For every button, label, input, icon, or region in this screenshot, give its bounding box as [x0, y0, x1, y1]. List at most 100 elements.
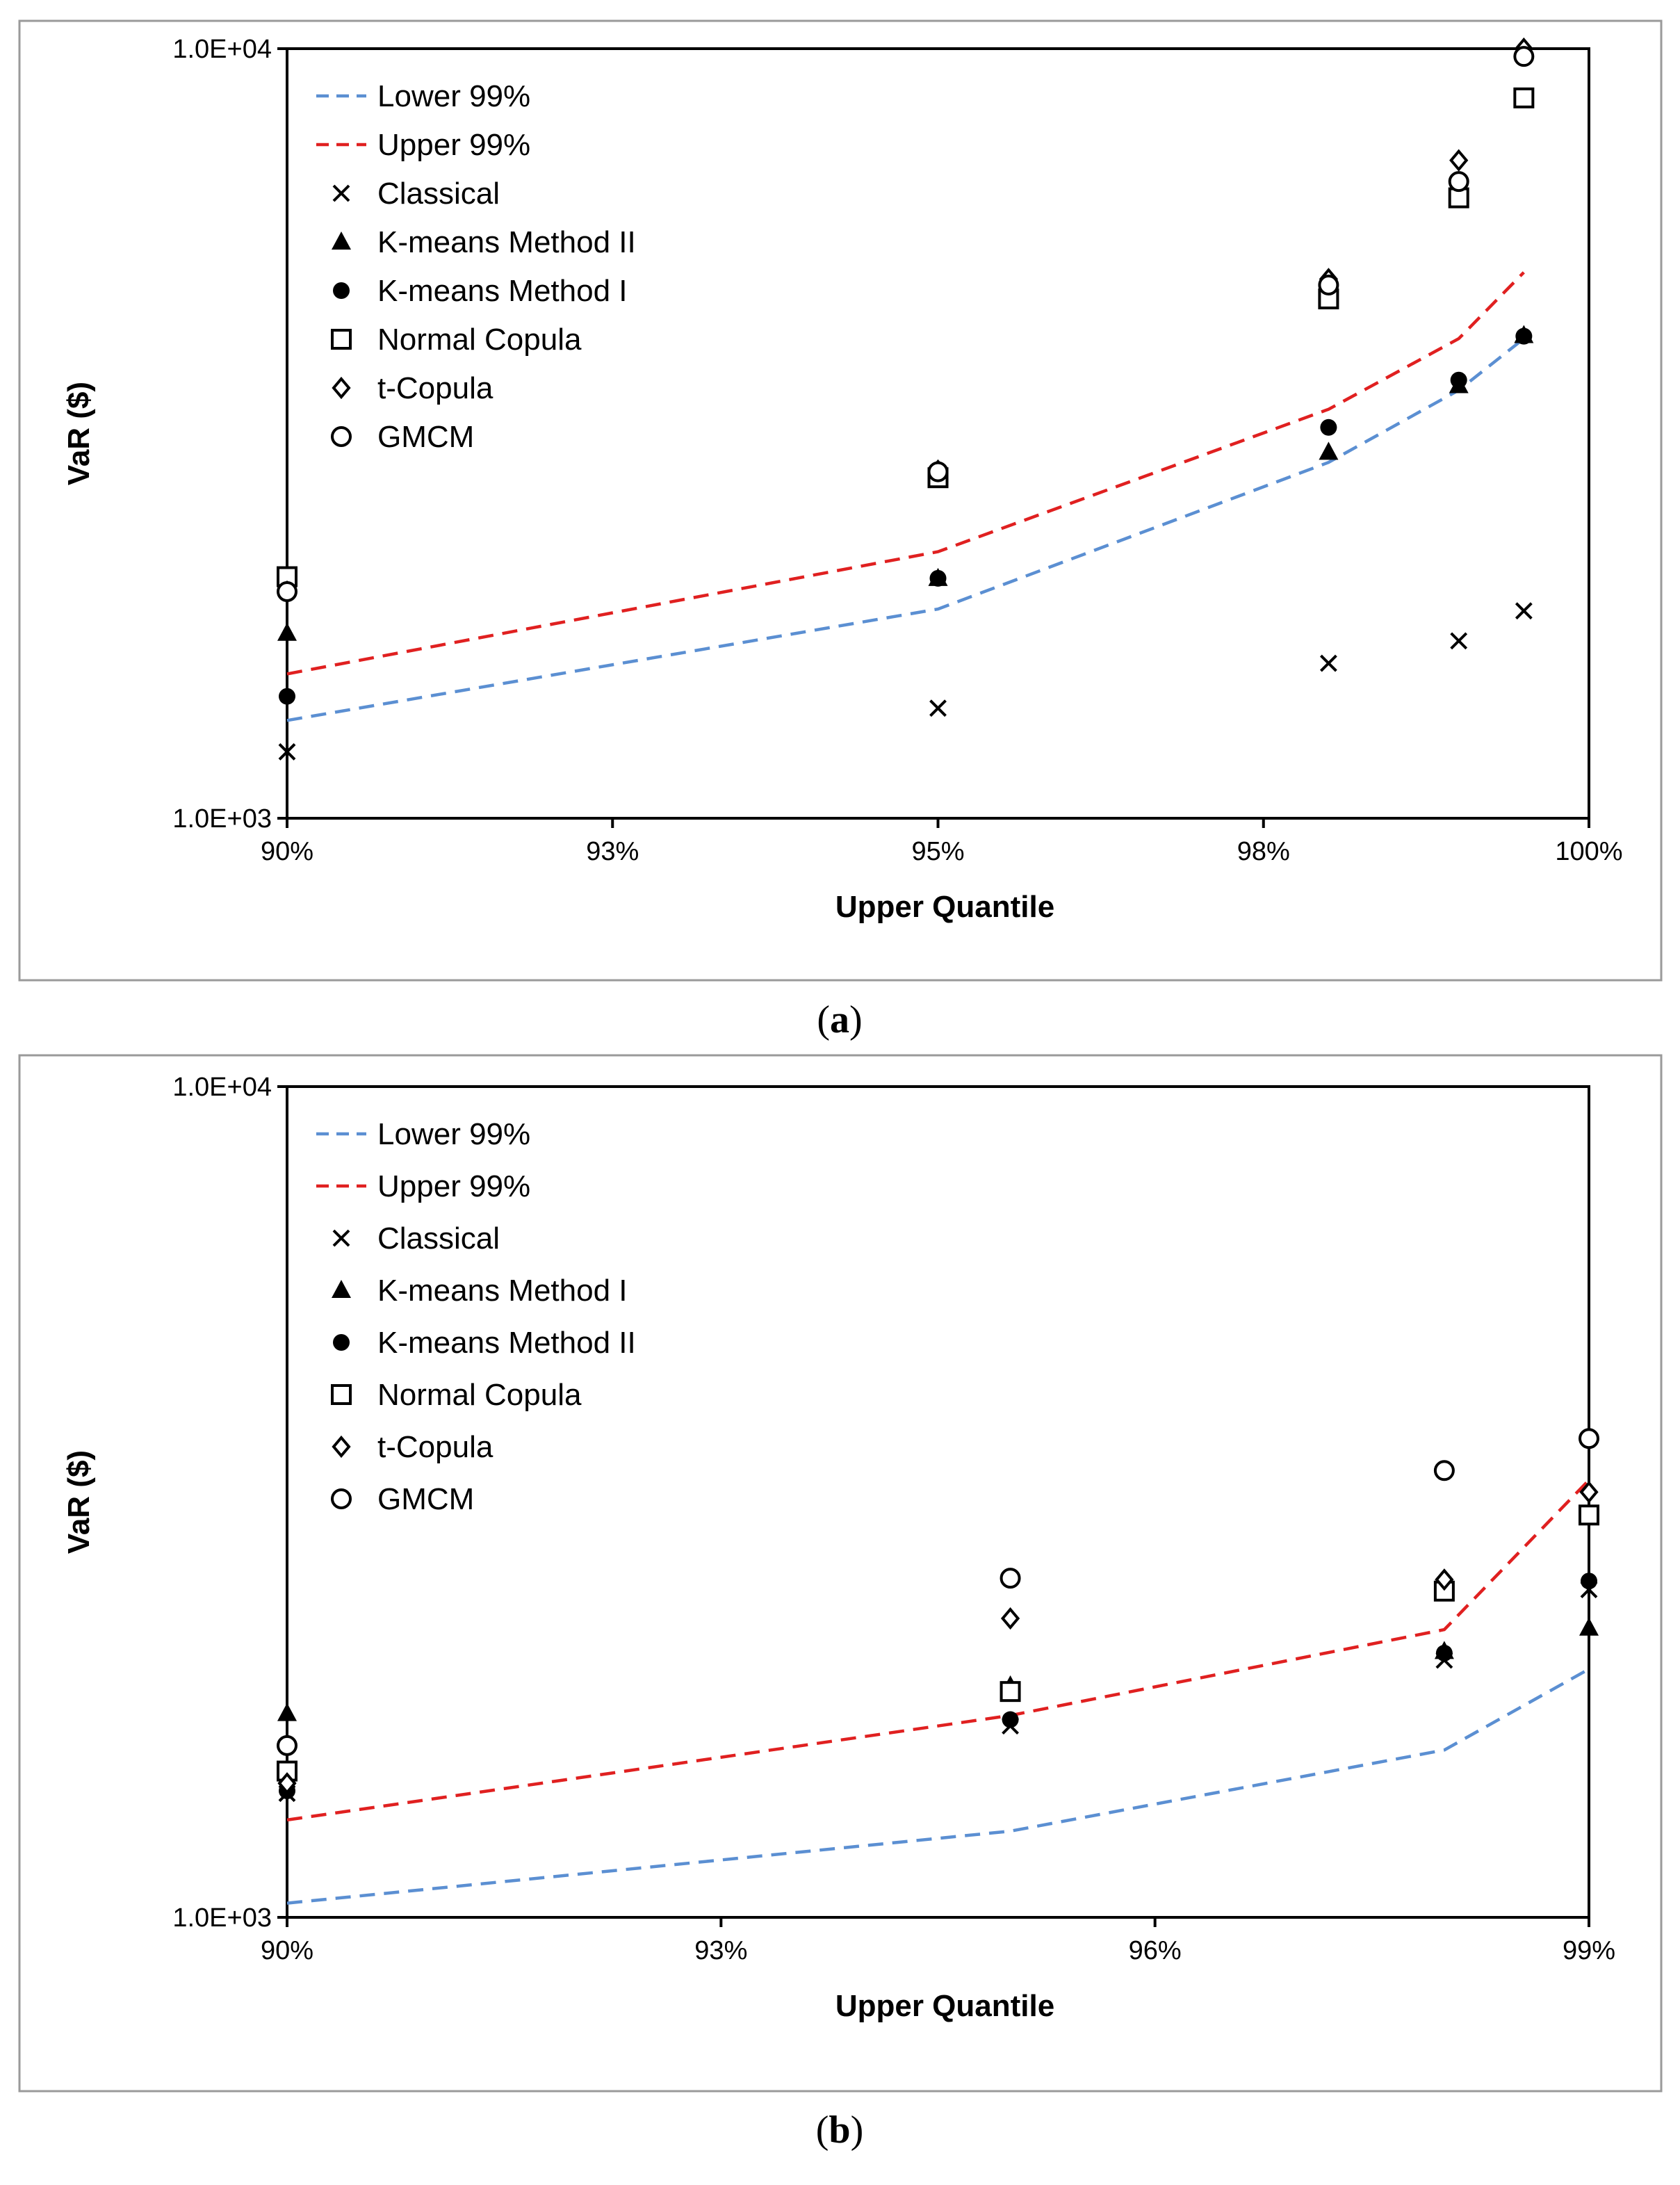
data-point [1579, 1617, 1599, 1636]
series-gmcm [277, 46, 1535, 603]
legend-swatch [332, 184, 350, 202]
data-point [277, 1772, 297, 1795]
legend-item-lower-99: Lower 99% [316, 1117, 530, 1151]
data-point [1450, 632, 1468, 650]
series-classical [278, 1581, 1598, 1803]
y-tick-label: 1.0E+04 [172, 1073, 272, 1102]
y-tick-label: 1.0E+03 [172, 804, 272, 834]
series-classical [278, 602, 1533, 761]
legend-label: Classical [377, 177, 500, 211]
data-point [1002, 1711, 1019, 1728]
x-tick-label: 95% [911, 837, 964, 866]
legend-swatch [333, 1334, 350, 1351]
data-point [277, 1703, 297, 1721]
legend-item-t-copula: t-Copula [332, 371, 494, 405]
chart-frame [18, 1054, 1663, 2093]
legend-item-t-copula: t-Copula [332, 1430, 494, 1464]
y-tick-label: 1.0E+03 [172, 1903, 272, 1933]
data-point [1433, 1460, 1455, 1481]
series-k-means-method-i [279, 327, 1533, 705]
figure-caption: (b) [816, 2109, 863, 2152]
y-tick-label: 1.0E+04 [172, 35, 272, 64]
data-point [1319, 654, 1337, 672]
series-k-means-method-i [277, 1617, 1599, 1721]
legend-label: Normal Copula [377, 1378, 582, 1412]
legend-item-upper-99: Upper 99% [316, 1169, 530, 1203]
data-point [1579, 1481, 1599, 1504]
legend-swatch [332, 232, 351, 250]
chart-frame [18, 19, 1663, 982]
data-point [1000, 1568, 1021, 1589]
x-tick-label: 93% [694, 1936, 747, 1965]
legend-swatch [333, 282, 350, 299]
legend: Lower 99% Upper 99% Classical K-means Metho… [316, 1117, 636, 1516]
y-axis-label: VaR ($) [62, 1450, 96, 1554]
legend-item-lower-99: Lower 99% [316, 79, 530, 113]
legend-swatch [331, 426, 352, 447]
x-tick-label: 90% [261, 1936, 313, 1965]
data-point [1450, 371, 1467, 389]
legend-label: t-Copula [377, 371, 494, 405]
data-point [277, 581, 297, 603]
legend-item-classical: Classical [332, 177, 500, 211]
series-normal-copula [277, 1504, 1599, 1782]
legend-item-gmcm: GMCM [331, 420, 474, 454]
legend-label: K-means Method I [377, 1274, 628, 1308]
x-tick-label: 96% [1129, 1936, 1182, 1965]
data-point [1435, 1568, 1454, 1591]
series-line [286, 1667, 1590, 1905]
data-point [1513, 87, 1535, 108]
data-point [277, 566, 297, 587]
legend-label: Upper 99% [377, 1169, 530, 1203]
series-lower-99 [286, 337, 1525, 722]
x-tick-label: 90% [261, 837, 313, 866]
legend: Lower 99% Upper 99% Classical K-means Metho… [316, 79, 636, 454]
legend-item-normal-copula: Normal Copula [331, 1378, 582, 1412]
legend-item-gmcm: GMCM [331, 1482, 474, 1516]
data-point [1515, 327, 1533, 345]
chart-a: 1.0E+03 1.0E+04 90% 93% 95% 98% 100% Upper Quan… [18, 19, 1663, 1041]
legend-item-classical: Classical [332, 1221, 500, 1256]
data-point [1320, 419, 1337, 436]
data-point [277, 622, 297, 641]
legend-swatch [332, 1280, 351, 1298]
data-point [1448, 171, 1469, 193]
legend-label: t-Copula [377, 1430, 494, 1464]
legend-item-normal-copula: Normal Copula [331, 323, 582, 357]
legend-swatch [331, 329, 352, 350]
series-lower-99 [286, 1667, 1590, 1905]
series-line [286, 271, 1525, 676]
figure-caption: (a) [817, 998, 862, 1041]
legend-swatch [331, 1488, 352, 1509]
legend-label: GMCM [377, 1482, 474, 1516]
data-point [1515, 602, 1533, 620]
legend-swatch [332, 1229, 350, 1247]
legend-label: K-means Method II [377, 225, 636, 259]
x-tick-label: 99% [1563, 1936, 1615, 1965]
data-point [1581, 1573, 1597, 1590]
series-k-means-method-ii [279, 1573, 1597, 1800]
legend-swatch [331, 1384, 352, 1405]
data-point [929, 699, 947, 717]
data-point [1513, 46, 1535, 67]
legend-item-k-means-method-i: K-means Method I [332, 1274, 628, 1308]
legend-label: Lower 99% [377, 79, 530, 113]
legend-swatch [332, 376, 351, 400]
chart-b: 1.0E+03 1.0E+04 90% 93% 96% 99% Upper Quantile… [18, 1054, 1663, 2152]
legend-label: Classical [377, 1221, 500, 1256]
legend-swatch [332, 1435, 351, 1459]
legend-item-k-means-method-ii: K-means Method II [333, 1326, 636, 1360]
x-axis-label: Upper Quantile [835, 1989, 1054, 2023]
series-gmcm [277, 1428, 1599, 1756]
data-point [1000, 1607, 1020, 1630]
series-upper-99 [286, 271, 1525, 676]
series-upper-99 [286, 1479, 1590, 1822]
data-point [278, 742, 296, 761]
series-line [286, 1479, 1590, 1822]
x-axis-label: Upper Quantile [835, 890, 1054, 924]
data-point [1579, 1504, 1599, 1526]
data-point [929, 569, 947, 587]
data-point [1579, 1428, 1599, 1449]
legend-label: Normal Copula [377, 323, 582, 357]
